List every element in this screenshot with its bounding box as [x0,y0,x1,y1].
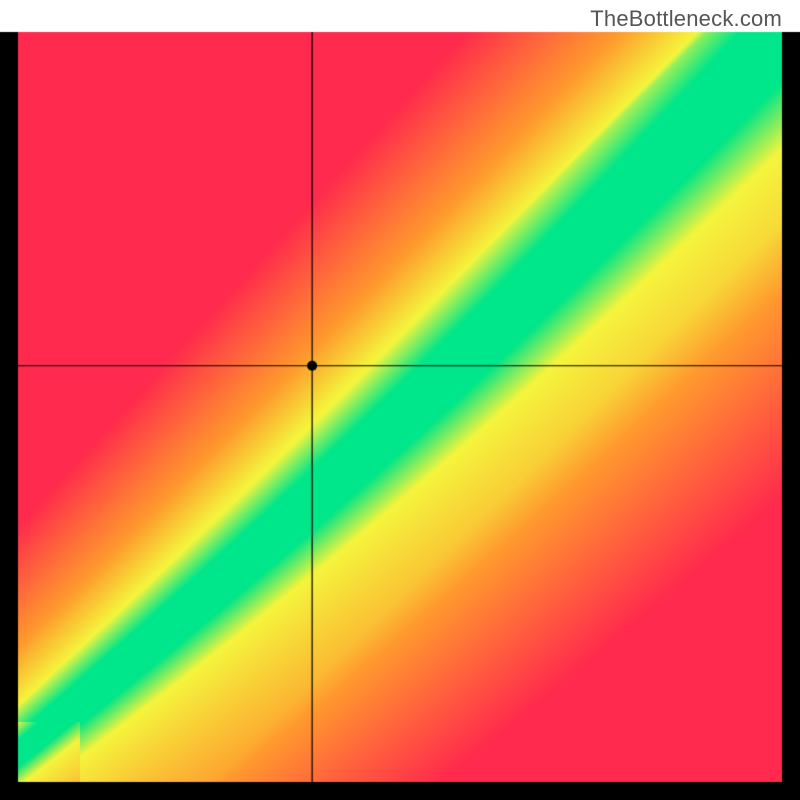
chart-container: TheBottleneck.com [0,0,800,800]
watermark-text: TheBottleneck.com [590,6,782,32]
bottleneck-heatmap-canvas [0,0,800,800]
